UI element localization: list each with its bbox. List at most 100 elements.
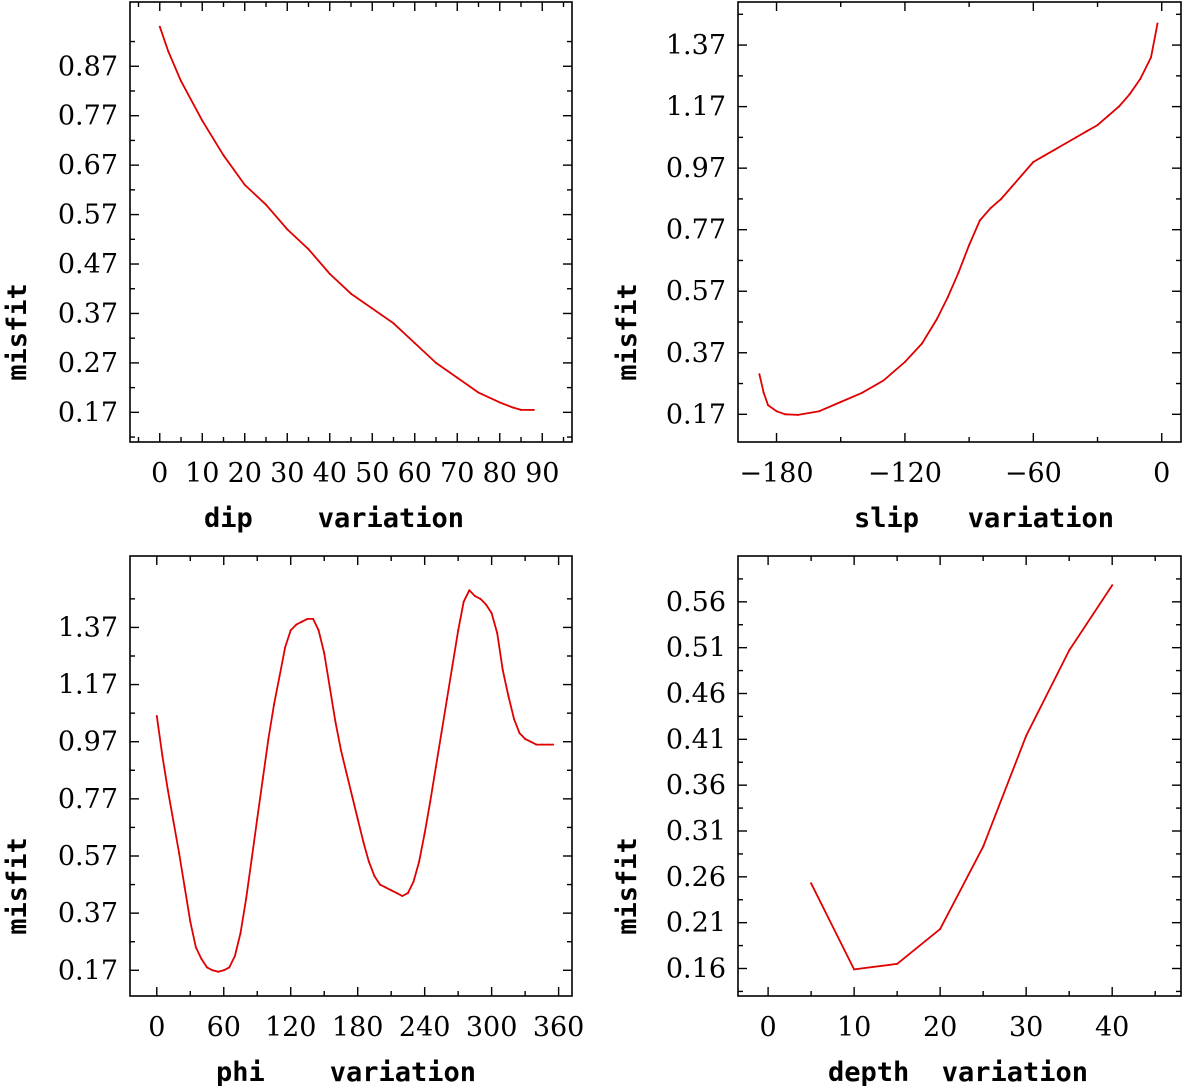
y-axis-label: misfit xyxy=(2,283,33,381)
x-tick-label: 10 xyxy=(837,1012,871,1043)
data-point xyxy=(1139,77,1142,80)
data-point xyxy=(989,207,992,210)
x-tick-label: 40 xyxy=(1095,1012,1129,1043)
data-point xyxy=(853,968,856,971)
y-tick-label: 0.17 xyxy=(58,955,118,986)
data-point xyxy=(810,882,813,885)
y-tick-label: 0.57 xyxy=(666,276,726,307)
data-point xyxy=(267,737,270,740)
data-point xyxy=(201,119,204,122)
data-point xyxy=(518,732,521,735)
data-point xyxy=(323,652,326,655)
plot-frame xyxy=(129,1,573,443)
data-point xyxy=(413,342,416,345)
data-point xyxy=(507,695,510,697)
data-point xyxy=(306,617,309,620)
y-tick-label: 0.17 xyxy=(666,399,726,430)
y-tick-label: 1.37 xyxy=(58,612,118,643)
data-point xyxy=(1107,114,1110,117)
x-tick-label: 0 xyxy=(1153,458,1170,489)
series-points xyxy=(155,589,554,973)
data-point xyxy=(532,408,535,411)
data-point xyxy=(379,883,381,886)
data-point xyxy=(200,957,203,960)
data-point xyxy=(1111,584,1114,587)
data-point xyxy=(423,832,426,835)
data-point xyxy=(796,413,799,416)
data-point xyxy=(384,886,387,889)
y-tick-label: 0.57 xyxy=(58,200,118,231)
data-point xyxy=(903,361,906,363)
y-tick-label: 1.37 xyxy=(666,30,726,61)
x-tick-label: 80 xyxy=(483,458,517,489)
x-tick-label: 70 xyxy=(440,458,474,489)
data-point xyxy=(284,646,287,649)
data-point xyxy=(936,317,938,320)
y-tick-label: 0.36 xyxy=(666,770,726,801)
data-point xyxy=(434,766,437,769)
data-point xyxy=(784,413,787,416)
data-point xyxy=(456,376,459,379)
x-tick-label: 90 xyxy=(525,458,559,489)
data-point xyxy=(468,589,471,592)
data-point xyxy=(206,966,208,969)
data-point xyxy=(233,955,236,957)
data-point xyxy=(1025,734,1028,737)
series-points xyxy=(158,25,535,411)
data-point xyxy=(462,600,465,603)
data-point xyxy=(498,401,501,404)
data-point xyxy=(345,772,348,775)
x-tick-label: 180 xyxy=(332,1012,384,1043)
data-point xyxy=(189,920,192,923)
y-tick-label: 0.37 xyxy=(58,298,118,329)
x-axis-label: dip variation xyxy=(204,503,464,534)
data-point xyxy=(473,595,476,597)
data-point xyxy=(1032,161,1035,163)
chart-panel-2: −180 −120 −60 0 0.17 0.37 0.57 0.77 0.97 1.17 1.37… xyxy=(612,1,1182,534)
y-tick-label: 0.77 xyxy=(58,784,118,815)
x-tick-label: 0 xyxy=(760,1012,777,1043)
data-point xyxy=(194,946,197,949)
data-point xyxy=(1075,136,1078,139)
y-tick-label: 0.57 xyxy=(58,841,118,872)
data-point xyxy=(307,248,310,251)
data-point xyxy=(350,292,352,295)
y-tick-label: 0.27 xyxy=(58,348,118,379)
data-point xyxy=(457,629,460,632)
data-point xyxy=(1053,148,1056,151)
y-axis-label: misfit xyxy=(612,283,643,381)
data-point xyxy=(317,629,320,632)
x-tick-label: −180 xyxy=(739,458,813,489)
x-tick-label: 60 xyxy=(398,458,432,489)
data-point xyxy=(520,408,522,411)
data-point xyxy=(334,720,337,723)
data-point xyxy=(158,25,161,28)
data-point xyxy=(395,892,398,895)
data-point xyxy=(178,852,181,855)
data-point xyxy=(440,732,443,735)
x-tick-label: 240 xyxy=(399,1012,451,1043)
data-point xyxy=(1043,154,1045,157)
x-tick-label: 30 xyxy=(270,458,304,489)
data-point xyxy=(367,860,370,863)
data-point xyxy=(228,966,231,969)
y-tick-label: 0.41 xyxy=(666,724,726,755)
data-point xyxy=(496,632,499,635)
data-point xyxy=(921,342,923,345)
data-point xyxy=(312,617,315,620)
data-point xyxy=(373,875,376,877)
y-tick-label: 0.37 xyxy=(666,338,726,369)
data-point xyxy=(406,892,409,895)
x-tick-label: 20 xyxy=(923,1012,957,1043)
data-point xyxy=(546,743,549,746)
data-point xyxy=(161,755,164,757)
y-tick-label: 1.17 xyxy=(58,670,118,701)
data-point xyxy=(513,717,515,720)
x-tick-label: 10 xyxy=(185,458,219,489)
y-tick-label: 0.77 xyxy=(58,101,118,132)
data-point xyxy=(535,743,538,746)
data-point xyxy=(511,406,514,409)
series-line-1 xyxy=(758,23,1159,416)
data-point xyxy=(351,795,354,797)
